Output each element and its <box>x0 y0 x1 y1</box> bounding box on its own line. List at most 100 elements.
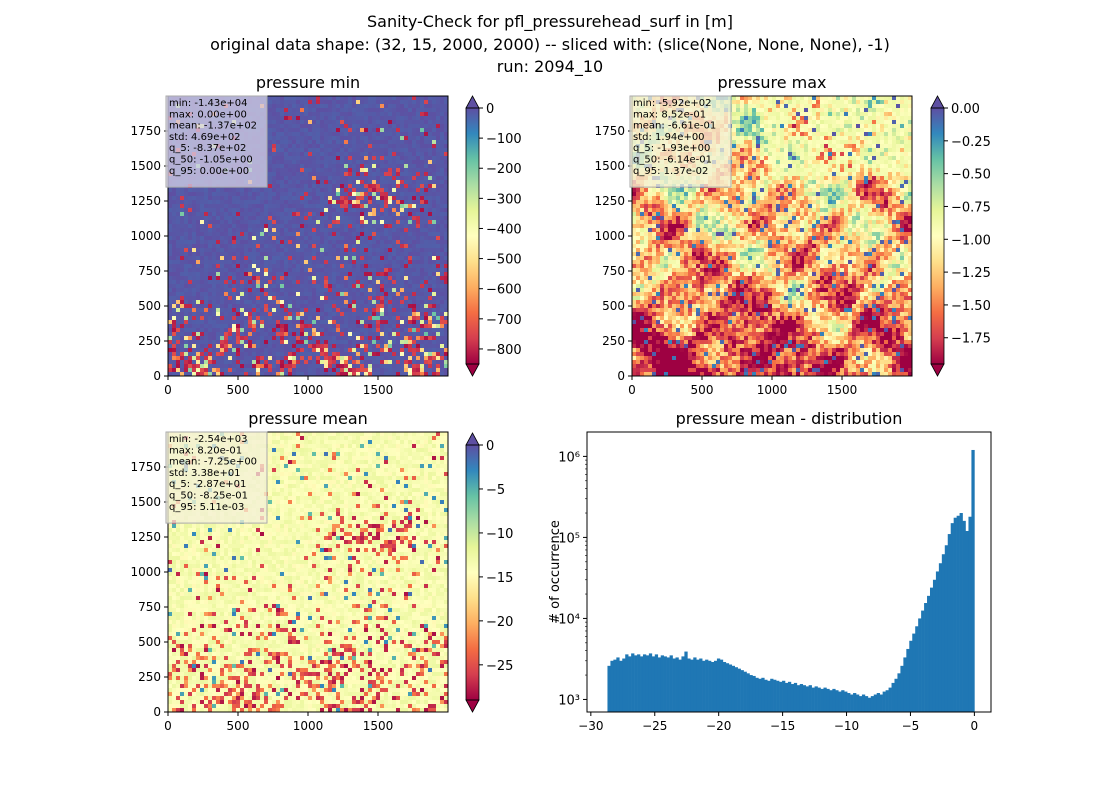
heatmap-cell <box>284 200 289 205</box>
heatmap-cell <box>400 160 405 165</box>
heatmap-cell <box>352 336 357 341</box>
heatmap-cell <box>292 124 297 129</box>
heatmap-cell <box>380 236 385 241</box>
heatmap-cell <box>264 280 269 285</box>
heatmap-cell <box>392 128 397 133</box>
heatmap-cell <box>408 196 413 201</box>
heatmap-cell <box>308 348 313 353</box>
heatmap-cell <box>396 360 401 365</box>
heatmap-cell <box>368 228 373 233</box>
heatmap-cell <box>244 328 249 333</box>
heatmap-cell <box>380 152 385 157</box>
heatmap-cell <box>300 236 305 241</box>
heatmap-cell <box>244 320 249 325</box>
heatmap-cell <box>200 232 205 237</box>
heatmap-cell <box>192 308 197 313</box>
heatmap-cell <box>296 200 301 205</box>
heatmap-cell <box>416 260 421 265</box>
heatmap-cell <box>300 100 305 105</box>
heatmap-cell <box>368 372 373 377</box>
heatmap-cell <box>424 352 429 357</box>
heatmap-cell <box>316 276 321 281</box>
heatmap-cell <box>380 188 385 193</box>
heatmap-cell <box>360 116 365 121</box>
heatmap-cell <box>336 212 341 217</box>
heatmap-cell <box>284 228 289 233</box>
heatmap-cell <box>444 324 449 329</box>
heatmap-cell <box>404 272 409 277</box>
heatmap-cell <box>220 244 225 249</box>
heatmap-cell <box>308 368 313 373</box>
heatmap-cell <box>288 356 293 361</box>
heatmap-cell <box>368 268 373 273</box>
heatmap-cell <box>344 116 349 121</box>
heatmap-cell <box>296 284 301 289</box>
heatmap-cell <box>344 352 349 357</box>
heatmap-cell <box>272 168 277 173</box>
heatmap-cell <box>440 184 445 189</box>
heatmap-cell <box>416 248 421 253</box>
heatmap-cell <box>400 292 405 297</box>
heatmap-cell <box>416 364 421 369</box>
heatmap-cell <box>176 260 181 265</box>
heatmap-cell <box>436 184 441 189</box>
heatmap-cell <box>248 320 253 325</box>
heatmap-cell <box>312 372 317 377</box>
heatmap-cell <box>204 332 209 337</box>
heatmap-cell <box>328 336 333 341</box>
heatmap-cell <box>424 164 429 169</box>
heatmap-cell <box>340 328 345 333</box>
heatmap-cell <box>364 132 369 137</box>
heatmap-cell <box>284 172 289 177</box>
heatmap-cell <box>376 212 381 217</box>
heatmap-cell <box>340 220 345 225</box>
heatmap-cell <box>232 196 237 201</box>
heatmap-cell <box>308 144 313 149</box>
heatmap-cell <box>300 304 305 309</box>
heatmap-cell <box>268 300 273 305</box>
heatmap-cell <box>388 316 393 321</box>
heatmap-cell <box>224 316 229 321</box>
heatmap-cell <box>432 160 437 165</box>
heatmap-cell <box>392 340 397 345</box>
heatmap-cell <box>304 104 309 109</box>
heatmap-cell <box>328 344 333 349</box>
heatmap-cell <box>404 100 409 105</box>
heatmap-cell <box>304 260 309 265</box>
heatmap-cell <box>284 108 289 113</box>
heatmap-cell <box>376 168 381 173</box>
heatmap-cell <box>196 316 201 321</box>
heatmap-cell <box>436 256 441 261</box>
heatmap-cell <box>388 184 393 189</box>
heatmap-cell <box>372 160 377 165</box>
heatmap-cell <box>288 216 293 221</box>
heatmap-cell <box>288 320 293 325</box>
heatmap-cell <box>328 192 333 197</box>
heatmap-cell <box>380 368 385 373</box>
heatmap-cell <box>296 112 301 117</box>
heatmap-cell <box>396 364 401 369</box>
heatmap-cell <box>360 252 365 257</box>
heatmap-cell <box>380 364 385 369</box>
heatmap-cell <box>324 344 329 349</box>
heatmap-cell <box>416 312 421 317</box>
heatmap-cell <box>268 172 273 177</box>
heatmap-cell <box>180 328 185 333</box>
heatmap-cell <box>216 352 221 357</box>
heatmap-cell <box>396 176 401 181</box>
heatmap-cell <box>344 236 349 241</box>
heatmap-cell <box>416 332 421 337</box>
heatmap-cell <box>420 196 425 201</box>
heatmap-cell <box>412 296 417 301</box>
heatmap-cell <box>400 192 405 197</box>
heatmap-cell <box>432 148 437 153</box>
heatmap-cell <box>280 128 285 133</box>
heatmap-cell <box>232 200 237 205</box>
heatmap-cell <box>244 260 249 265</box>
heatmap-cell <box>440 240 445 245</box>
heatmap-cell <box>308 200 313 205</box>
heatmap-cell <box>336 132 341 137</box>
heatmap-cell <box>332 208 337 213</box>
heatmap-cell <box>196 232 201 237</box>
heatmap-cell <box>420 228 425 233</box>
